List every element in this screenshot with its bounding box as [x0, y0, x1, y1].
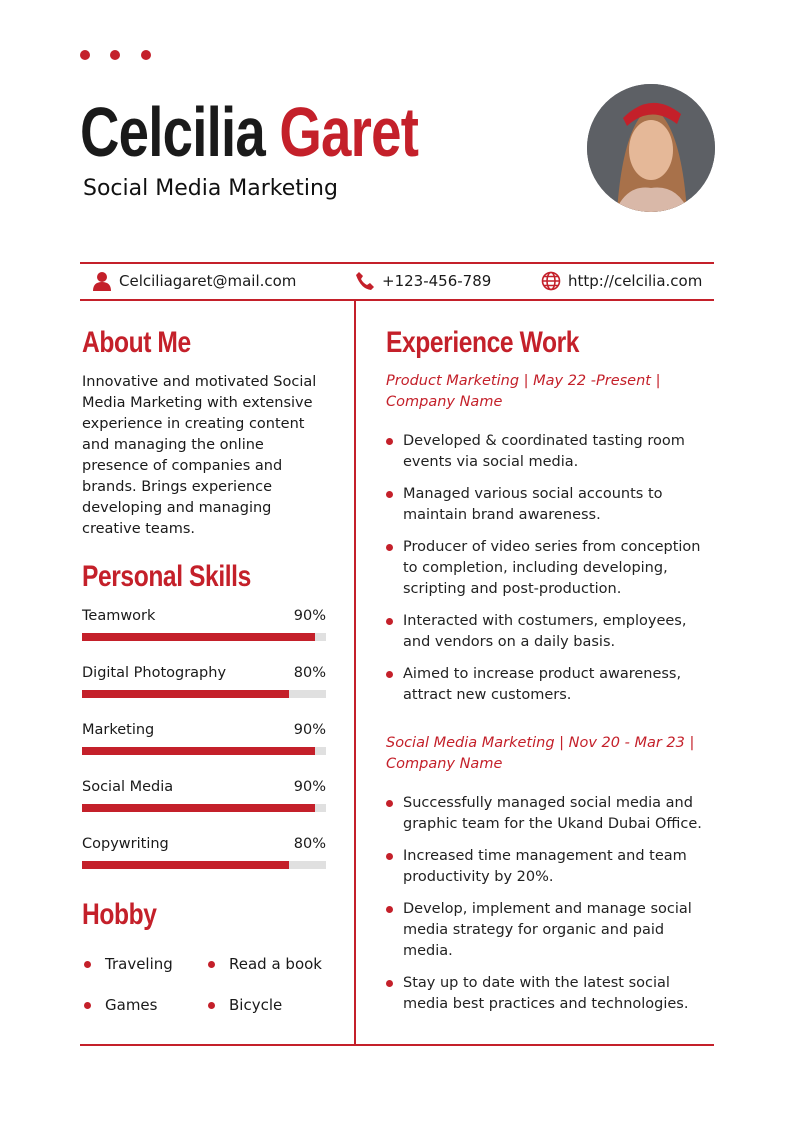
hobby-item: Read a book [208, 955, 322, 973]
bullet-text: Develop, implement and manage social med… [403, 901, 692, 959]
bullet-icon [386, 438, 393, 445]
hobby-item: Games [84, 996, 157, 1014]
job-2-bullets: Successfully managed social media and gr… [386, 793, 716, 1026]
experience-bullet: Aimed to increase product awareness, att… [386, 664, 716, 706]
profile-photo [587, 84, 715, 212]
skill-bar-fill [82, 861, 289, 869]
experience-bullet: Develop, implement and manage social med… [386, 899, 716, 962]
skill-percent: 90% [293, 779, 326, 795]
skill-name: Digital Photography [82, 665, 227, 681]
skill-bar [82, 633, 326, 641]
bullet-icon [84, 1001, 91, 1009]
skill-percent: 90% [293, 722, 326, 738]
hobby-item: Traveling [84, 955, 173, 973]
experience-bullet: Managed various social accounts to maint… [386, 484, 716, 526]
bullet-icon [208, 1001, 215, 1009]
website-text: http://celcilia.com [568, 272, 703, 290]
skill-item: Digital Photography 80% [82, 665, 326, 698]
hobby-label: Read a book [229, 955, 322, 973]
skill-bar [82, 804, 326, 812]
skill-bar-fill [82, 690, 289, 698]
globe-icon [541, 271, 561, 291]
skill-percent: 80% [293, 665, 326, 681]
contact-website[interactable]: http://celcilia.com [541, 271, 702, 291]
bullet-text: Increased time management and team produ… [403, 848, 687, 885]
contact-email[interactable]: Celciliagaret@mail.com [92, 271, 296, 291]
divider [80, 262, 714, 264]
bullet-icon [208, 960, 215, 968]
decorative-dot [110, 50, 120, 60]
job-title: Social Media Marketing [83, 176, 338, 201]
skill-percent: 90% [293, 608, 326, 624]
bullet-icon [84, 960, 91, 968]
about-text: Innovative and motivated Social Media Ma… [82, 374, 317, 537]
skill-name: Social Media [82, 779, 174, 795]
contact-phone[interactable]: +123-456-789 [355, 271, 491, 291]
phone-icon [356, 272, 374, 290]
hobby-label: Games [105, 996, 158, 1014]
divider [80, 299, 714, 301]
skill-item: Marketing 90% [82, 722, 326, 755]
experience-bullet: Stay up to date with the latest social m… [386, 973, 716, 1015]
skill-percent: 80% [293, 836, 326, 852]
bullet-text: Interacted with costumers, employees, an… [403, 613, 687, 650]
skill-name: Copywriting [82, 836, 169, 852]
skill-bar [82, 690, 326, 698]
skill-bar-fill [82, 633, 315, 641]
divider [80, 1044, 714, 1046]
experience-bullet: Increased time management and team produ… [386, 846, 716, 888]
bullet-icon [386, 671, 393, 678]
bullet-icon [386, 491, 393, 498]
column-divider [354, 300, 356, 1045]
bullet-icon [386, 544, 393, 551]
experience-bullet: Producer of video series from conception… [386, 537, 716, 600]
experience-heading: Experience Work [386, 326, 580, 359]
bullet-icon [386, 800, 393, 807]
bullet-text: Successfully managed social media and gr… [403, 795, 702, 832]
bullet-icon [386, 980, 393, 987]
skill-item: Teamwork 90% [82, 608, 326, 641]
experience-bullet: Successfully managed social media and gr… [386, 793, 716, 835]
skill-bar [82, 747, 326, 755]
skill-bar [82, 861, 326, 869]
first-name: Celcilia [80, 93, 266, 171]
bullet-text: Managed various social accounts to maint… [403, 486, 663, 523]
skill-bar-fill [82, 804, 315, 812]
bullet-icon [386, 853, 393, 860]
bullet-text: Developed & coordinated tasting room eve… [403, 433, 685, 470]
experience-bullet: Interacted with costumers, employees, an… [386, 611, 716, 653]
bullet-text: Aimed to increase product awareness, att… [403, 666, 682, 703]
full-name: Celcilia Garet [80, 92, 419, 172]
skill-name: Marketing [82, 722, 155, 738]
job-1-bullets: Developed & coordinated tasting room eve… [386, 431, 716, 717]
last-name: Garet [279, 93, 419, 171]
skill-name: Teamwork [82, 608, 156, 624]
phone-text: +123-456-789 [382, 272, 492, 290]
hobby-item: Bicycle [208, 996, 282, 1014]
hobby-label: Traveling [105, 955, 173, 973]
hobby-label: Bicycle [229, 996, 283, 1014]
skill-bar-fill [82, 747, 315, 755]
email-text: Celciliagaret@mail.com [119, 272, 297, 290]
bullet-icon [386, 906, 393, 913]
bullet-icon [386, 618, 393, 625]
skill-item: Social Media 90% [82, 779, 326, 812]
bullet-text: Stay up to date with the latest social m… [403, 975, 689, 1012]
job-title-1: Product Marketing | May 22 -Present | Co… [386, 373, 661, 410]
skills-heading: Personal Skills [82, 560, 251, 593]
about-heading: About Me [82, 326, 191, 359]
hobby-heading: Hobby [82, 898, 157, 931]
bullet-text: Producer of video series from conception… [403, 539, 701, 597]
job-title-2: Social Media Marketing | Nov 20 - Mar 23… [386, 735, 695, 772]
decorative-dot [141, 50, 151, 60]
decorative-dot [80, 50, 90, 60]
skill-item: Copywriting 80% [82, 836, 326, 869]
experience-bullet: Developed & coordinated tasting room eve… [386, 431, 716, 473]
person-icon [93, 272, 111, 291]
